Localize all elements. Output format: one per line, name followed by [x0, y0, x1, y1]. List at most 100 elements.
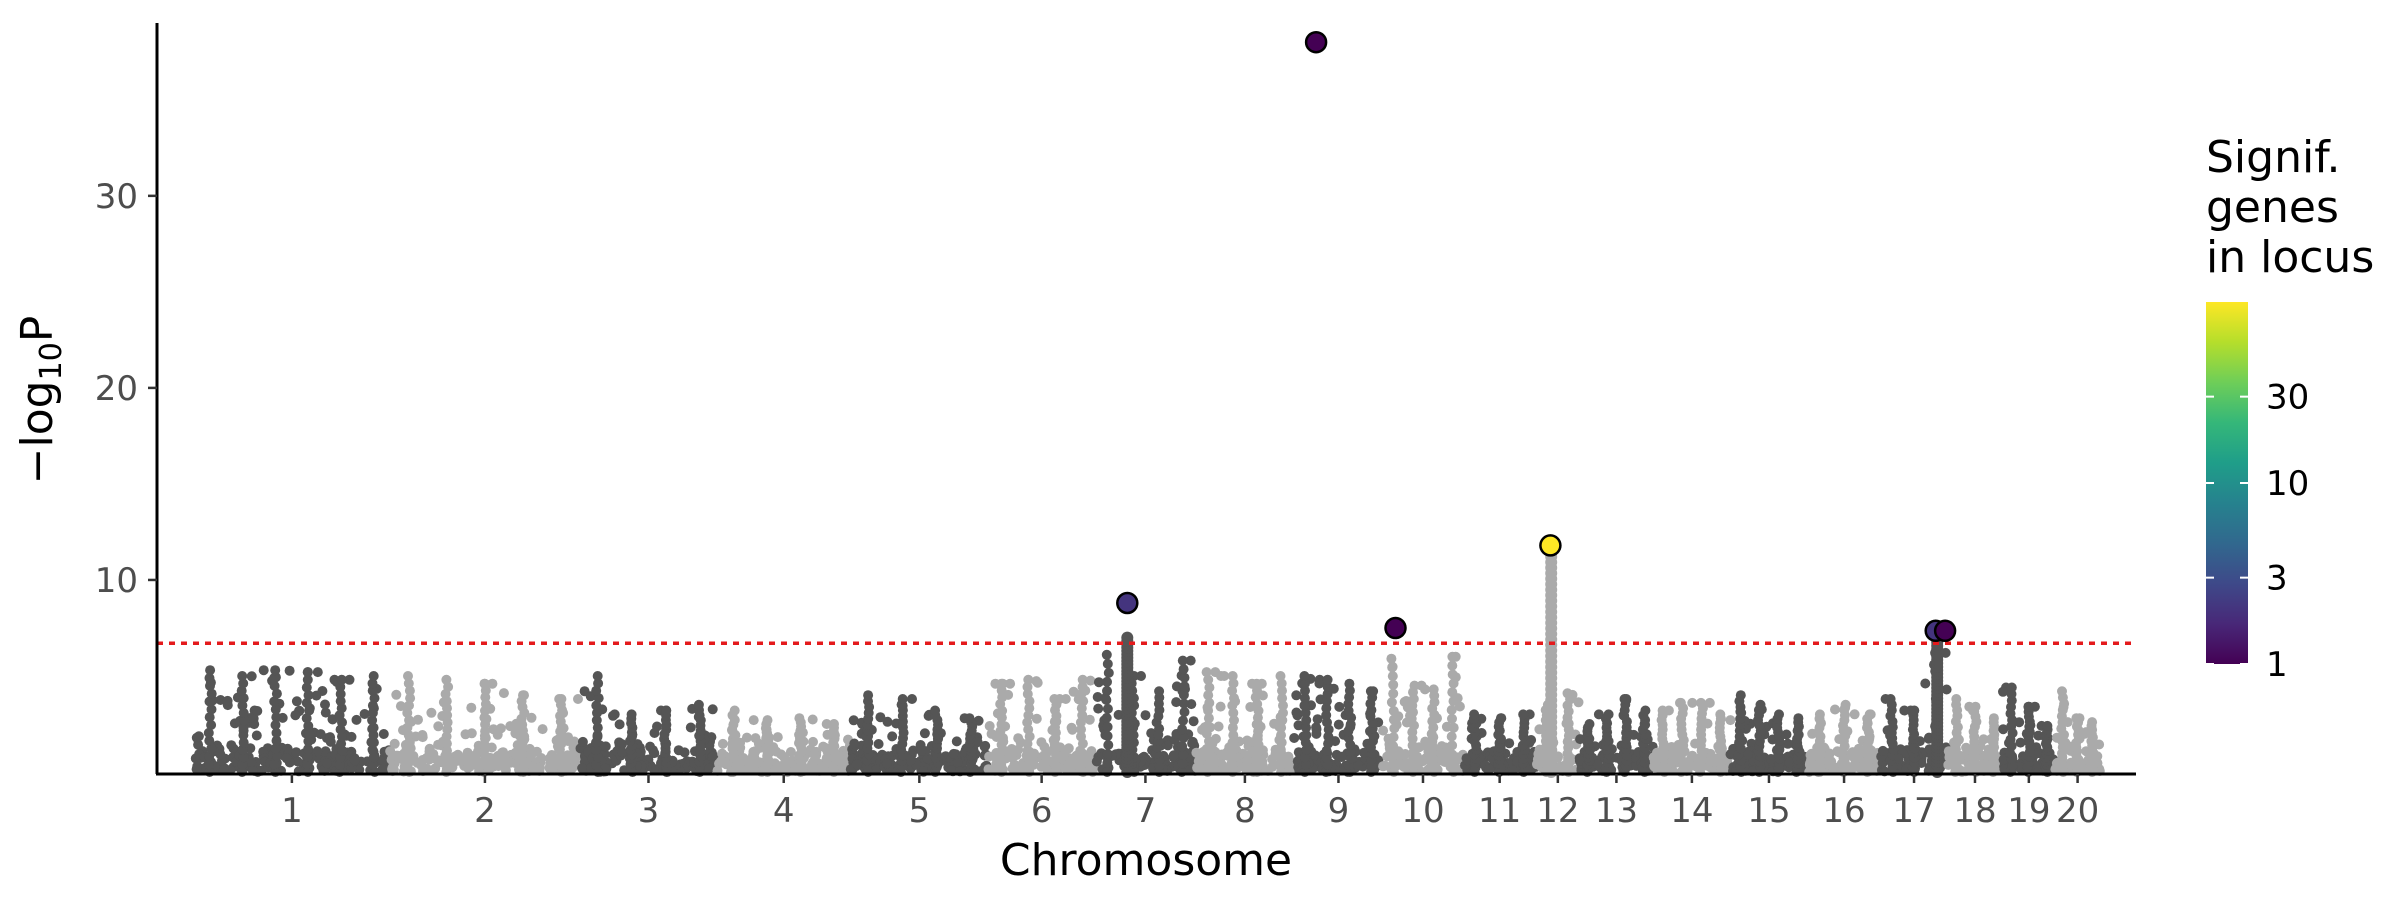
snp-point — [1077, 681, 1088, 692]
snp-point — [442, 703, 452, 714]
snp-point — [1388, 714, 1399, 725]
snp-point — [1715, 709, 1726, 720]
snp-point — [661, 705, 672, 716]
snp-point — [271, 688, 282, 699]
chromosome-points-9 — [1289, 671, 1386, 777]
snp-point — [1202, 720, 1213, 731]
snp-point — [367, 759, 378, 770]
snp-point — [303, 736, 314, 747]
snp-point — [303, 720, 314, 731]
x-tick-label: 15 — [1747, 791, 1790, 831]
legend-title-line-1: Signif. — [2206, 132, 2340, 183]
chromosome-points-1 — [190, 665, 394, 777]
snp-point — [367, 707, 378, 718]
snp-point — [1814, 709, 1825, 720]
snp-point — [391, 689, 402, 700]
snp-point — [442, 759, 453, 770]
snp-point — [1204, 697, 1215, 708]
snp-point — [1322, 681, 1333, 692]
snp-point — [238, 707, 249, 718]
snp-tower-17 — [1931, 625, 1944, 778]
snp-point — [206, 720, 217, 730]
snp-point — [336, 674, 347, 685]
chromosome-points-13 — [1574, 694, 1658, 777]
x-tick-label: 14 — [1670, 791, 1713, 831]
snp-point — [1031, 713, 1042, 724]
snp-point — [1389, 723, 1400, 734]
snp-point — [1185, 655, 1196, 666]
snp-point — [881, 758, 892, 769]
snp-point — [1448, 696, 1459, 707]
snp-point — [887, 731, 898, 742]
snp-point — [1649, 756, 1660, 767]
snp-point — [1951, 694, 1962, 704]
snp-point — [593, 678, 604, 689]
snp-point — [1103, 667, 1114, 678]
snp-point — [741, 732, 752, 743]
snp-point — [1251, 678, 1262, 689]
snp-point — [269, 696, 280, 707]
snp-point — [1300, 737, 1311, 748]
snp-point — [472, 756, 483, 767]
x-tick-label: 20 — [2056, 791, 2099, 831]
snp-point — [1177, 655, 1188, 666]
snp-point — [442, 717, 453, 728]
snp-point — [873, 739, 884, 749]
snp-point — [492, 729, 503, 740]
snp-point — [1275, 759, 1286, 770]
snp-point — [1162, 740, 1173, 751]
snp-point — [1387, 671, 1398, 682]
chromosome-points-10 — [1378, 651, 1468, 777]
snp-point — [237, 700, 248, 711]
snp-point — [442, 752, 453, 763]
snp-point — [433, 739, 444, 750]
snp-point — [693, 699, 704, 710]
snp-point — [1102, 731, 1113, 741]
snp-point — [1389, 749, 1400, 760]
snp-point — [368, 671, 379, 681]
snp-point — [577, 763, 588, 774]
snp-point — [1504, 738, 1515, 749]
snp-point — [1277, 693, 1288, 704]
snp-point — [1278, 707, 1288, 718]
snp-point — [1203, 759, 1214, 770]
snp-point — [270, 665, 281, 676]
snp-point — [919, 728, 930, 739]
snp-point — [1387, 662, 1398, 673]
snp-point — [1388, 688, 1399, 699]
snp-point — [1077, 710, 1088, 721]
snp-point — [301, 713, 312, 724]
snp-point — [1093, 677, 1104, 688]
snp-point — [270, 720, 281, 730]
y-tick-label: 30 — [95, 177, 138, 217]
snp-point — [404, 700, 414, 711]
snp-point — [1023, 674, 1034, 685]
legend-title-line-3: in locus — [2206, 232, 2374, 283]
snp-point — [334, 759, 345, 770]
snp-point — [1023, 759, 1034, 770]
snp-point — [1213, 721, 1224, 732]
snp-point — [849, 738, 860, 749]
snp-point — [1301, 715, 1312, 726]
snp-point — [1562, 688, 1573, 699]
snp-point — [441, 738, 452, 749]
legend-tick-label: 3 — [2266, 559, 2288, 599]
snp-point — [984, 751, 995, 762]
snp-point — [238, 752, 249, 763]
chromosome-points-16 — [1804, 699, 1886, 777]
snp-point — [251, 730, 262, 741]
snp-point — [837, 755, 848, 766]
snp-point — [304, 728, 315, 739]
snp-point — [205, 680, 215, 691]
snp-point — [1592, 759, 1603, 770]
snp-point — [1049, 694, 1060, 704]
snp-point — [1228, 730, 1239, 741]
snp-point — [1428, 684, 1439, 695]
snp-point — [785, 747, 796, 757]
snp-point — [367, 685, 378, 696]
snp-point — [203, 727, 214, 738]
snp-point — [441, 674, 452, 685]
snp-point — [405, 693, 416, 704]
snp-point — [1228, 678, 1239, 689]
snp-point — [749, 764, 759, 775]
